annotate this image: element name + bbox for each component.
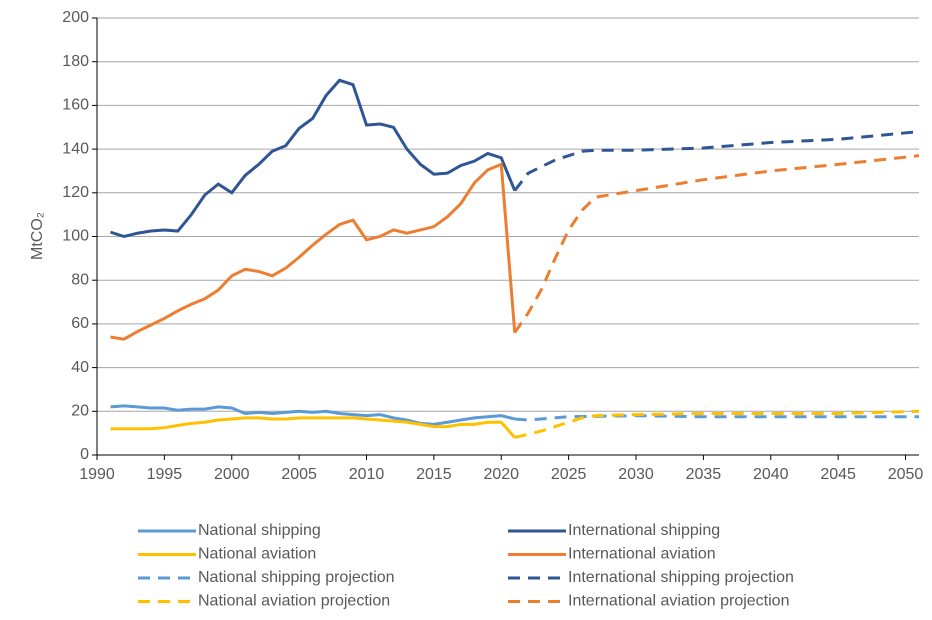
legend-label: International aviation projection <box>568 593 789 610</box>
y-tick-label: 100 <box>62 228 89 245</box>
y-tick-label: 80 <box>71 271 89 288</box>
x-tick-label: 2010 <box>349 466 385 483</box>
legend-label: International shipping <box>568 522 720 539</box>
legend-label: International aviation <box>568 546 716 563</box>
y-axis-label: MtCO₂ <box>29 212 46 260</box>
series-line <box>514 409 920 439</box>
x-tick-label: 2000 <box>214 466 250 483</box>
y-tick-label: 160 <box>62 97 89 114</box>
series-line <box>110 416 516 439</box>
y-tick-label: 120 <box>62 184 89 201</box>
legend-label: National shipping projection <box>198 569 395 586</box>
series-line <box>513 130 920 192</box>
y-tick-label: 140 <box>62 140 89 157</box>
x-tick-label: 2025 <box>551 466 587 483</box>
series-line <box>110 78 517 239</box>
y-tick-label: 40 <box>71 359 89 376</box>
legend-label: International shipping projection <box>568 569 794 586</box>
x-tick-label: 2040 <box>753 466 789 483</box>
x-tick-label: 2030 <box>618 466 654 483</box>
x-tick-label: 1995 <box>147 466 183 483</box>
series-line <box>110 162 517 341</box>
x-tick-label: 2005 <box>281 466 317 483</box>
series-line <box>513 154 920 334</box>
x-tick-label: 2050 <box>888 466 924 483</box>
y-tick-label: 180 <box>62 53 89 70</box>
y-tick-label: 20 <box>71 403 89 420</box>
legend-label: National aviation projection <box>198 593 390 610</box>
x-tick-label: 2035 <box>686 466 722 483</box>
y-tick-label: 0 <box>80 446 89 463</box>
y-tick-label: 60 <box>71 315 89 332</box>
x-tick-label: 2020 <box>483 466 519 483</box>
legend-label: National aviation <box>198 546 316 563</box>
legend-label: National shipping <box>198 522 321 539</box>
x-tick-label: 2015 <box>416 466 452 483</box>
x-tick-label: 2045 <box>820 466 856 483</box>
x-tick-label: 1990 <box>79 466 115 483</box>
series-line <box>110 404 516 426</box>
y-tick-label: 200 <box>62 9 89 26</box>
series-line <box>514 414 919 422</box>
